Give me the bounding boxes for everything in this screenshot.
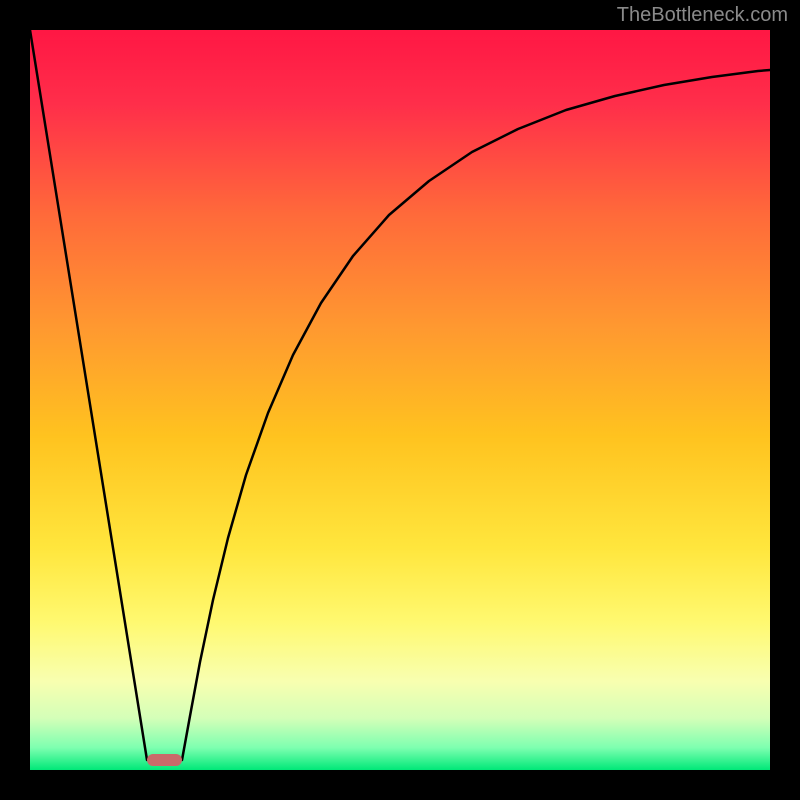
curves-layer — [30, 30, 770, 770]
plot-area — [30, 30, 770, 770]
chart-container: TheBottleneck.com — [0, 0, 800, 800]
watermark-text: TheBottleneck.com — [617, 4, 788, 27]
